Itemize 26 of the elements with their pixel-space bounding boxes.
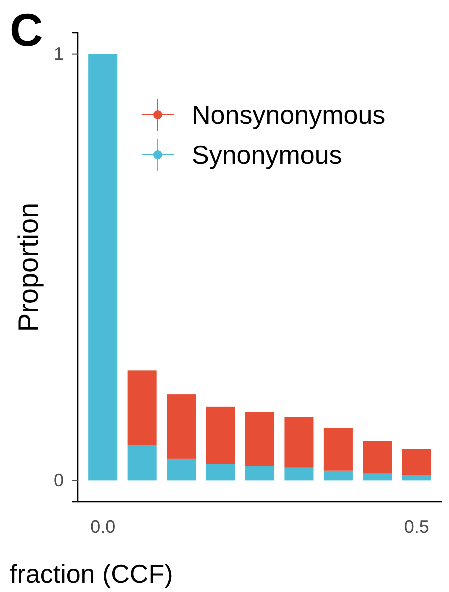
bar bbox=[363, 441, 392, 474]
bar bbox=[128, 370, 157, 446]
bar bbox=[324, 470, 353, 481]
y-axis-title: Proportion bbox=[13, 202, 44, 332]
bar bbox=[402, 475, 432, 481]
x-tick-label: 0.5 bbox=[404, 516, 430, 537]
y-tick-label: 0 bbox=[54, 470, 64, 490]
bar bbox=[88, 54, 118, 481]
text: C bbox=[10, 4, 44, 56]
bar bbox=[206, 464, 236, 481]
bar bbox=[402, 449, 432, 476]
bar bbox=[324, 428, 353, 471]
y-tick-label: 1 bbox=[54, 44, 64, 64]
bar bbox=[245, 412, 275, 466]
x-axis-title: fraction (CCF) bbox=[10, 559, 174, 589]
bar bbox=[167, 394, 196, 459]
bar bbox=[284, 468, 314, 481]
x-tick-label: 0.0 bbox=[90, 516, 116, 537]
bar bbox=[167, 458, 196, 481]
bar bbox=[245, 466, 275, 481]
bar bbox=[128, 445, 157, 481]
legend-label: Synonymous bbox=[192, 140, 342, 170]
bar bbox=[206, 406, 236, 464]
bar bbox=[284, 417, 314, 468]
bar bbox=[363, 474, 392, 481]
legend-label: Nonsynonymous bbox=[192, 100, 386, 130]
